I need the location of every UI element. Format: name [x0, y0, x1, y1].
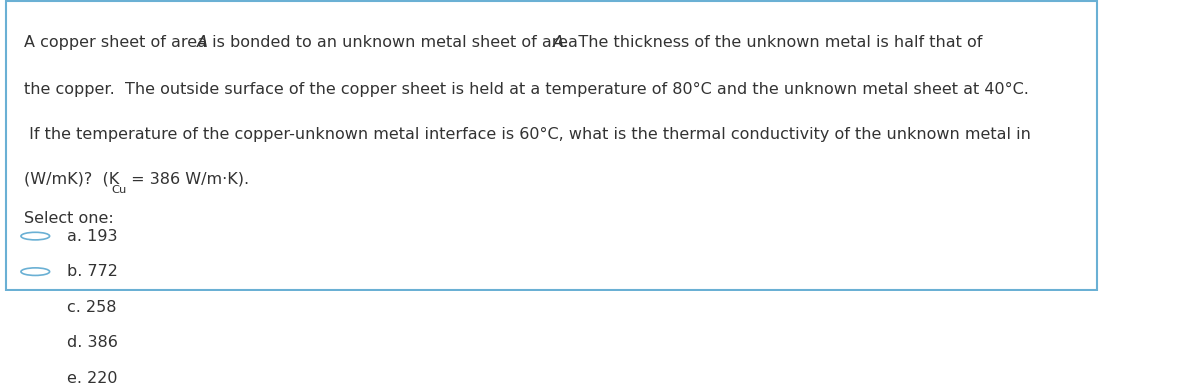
Text: = 386 W/m·K).: = 386 W/m·K).: [126, 172, 248, 187]
Text: .  The thickness of the unknown metal is half that of: . The thickness of the unknown metal is …: [563, 35, 983, 50]
Text: d. 386: d. 386: [67, 335, 118, 350]
Text: a. 193: a. 193: [67, 229, 118, 244]
Text: Select one:: Select one:: [24, 211, 114, 226]
Text: b. 772: b. 772: [67, 264, 118, 279]
Text: (W/mK)?  (K: (W/mK)? (K: [24, 172, 120, 187]
Text: A: A: [553, 35, 564, 50]
Text: is bonded to an unknown metal sheet of area: is bonded to an unknown metal sheet of a…: [208, 35, 583, 50]
Text: c. 258: c. 258: [67, 300, 116, 315]
Text: Cu: Cu: [112, 185, 127, 195]
FancyBboxPatch shape: [6, 2, 1097, 290]
Circle shape: [20, 339, 49, 346]
Text: A: A: [197, 35, 208, 50]
Circle shape: [20, 374, 49, 382]
Circle shape: [20, 268, 49, 275]
Text: e. 220: e. 220: [67, 371, 118, 386]
Text: If the temperature of the copper-unknown metal interface is 60°C, what is the th: If the temperature of the copper-unknown…: [24, 127, 1031, 142]
Circle shape: [20, 303, 49, 311]
Text: A copper sheet of area: A copper sheet of area: [24, 35, 212, 50]
Text: the copper.  The outside surface of the copper sheet is held at a temperature of: the copper. The outside surface of the c…: [24, 81, 1030, 97]
Circle shape: [20, 232, 49, 240]
